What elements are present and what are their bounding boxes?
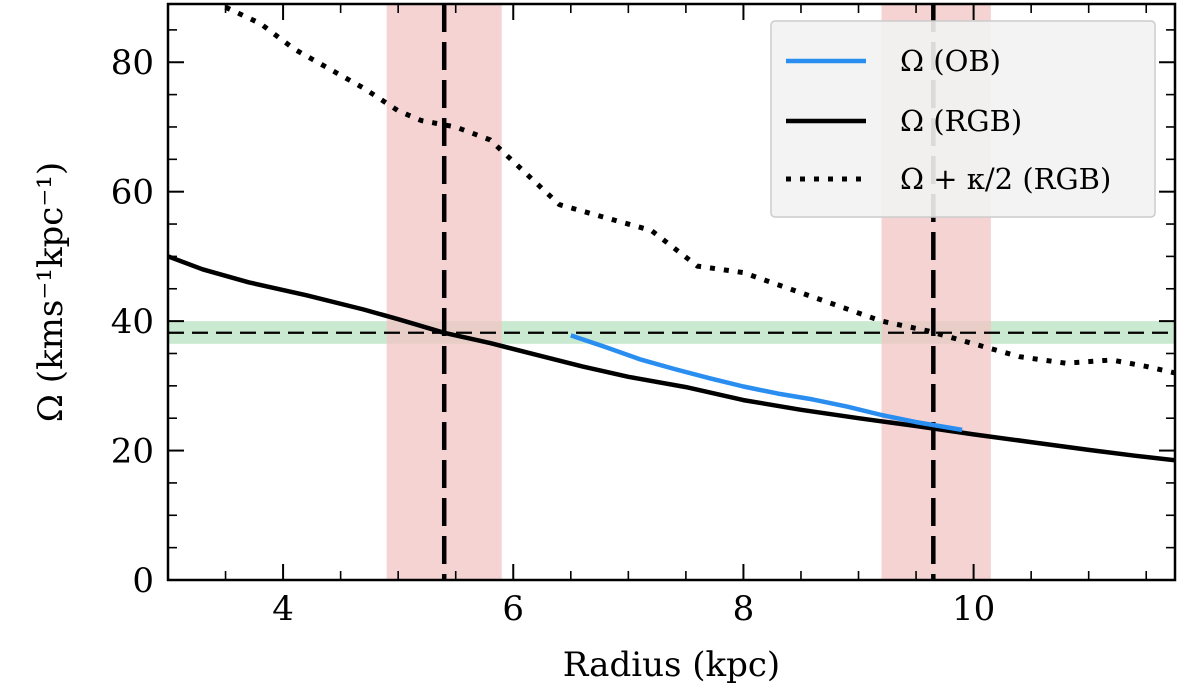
- data-series: [168, 4, 1175, 463]
- axis-ticks: 4 6 8 10 0 20 40 60 80: [111, 4, 1175, 629]
- series-line-2: [224, 4, 1175, 376]
- legend: Ω (OB) Ω (RGB) Ω + κ/2 (RGB): [770, 20, 1156, 218]
- plot-frame: [166, 2, 1177, 582]
- x-tick-label: 8: [733, 589, 755, 629]
- legend-box: [770, 20, 1156, 218]
- y-tick-label: 20: [111, 432, 154, 472]
- y-tick-label: 0: [132, 561, 154, 601]
- legend-label-rgb: Ω (RGB): [900, 104, 1022, 138]
- x-tick-label: 4: [272, 589, 294, 629]
- legend-label-ob: Ω (OB): [900, 44, 1001, 78]
- y-axis-title: Ω (kms⁻¹kpc⁻¹): [31, 162, 71, 422]
- y-tick-label: 80: [111, 43, 154, 83]
- series-line-1: [168, 254, 1175, 463]
- x-tick-label: 6: [502, 589, 524, 629]
- x-axis-title: Radius (kpc): [563, 645, 780, 685]
- y-tick-label: 60: [111, 173, 154, 213]
- legend-label-rgb-kappa: Ω + κ/2 (RGB): [900, 162, 1111, 196]
- x-tick-label: 10: [952, 589, 995, 629]
- y-tick-label: 40: [111, 302, 154, 342]
- series-line-0: [570, 333, 963, 433]
